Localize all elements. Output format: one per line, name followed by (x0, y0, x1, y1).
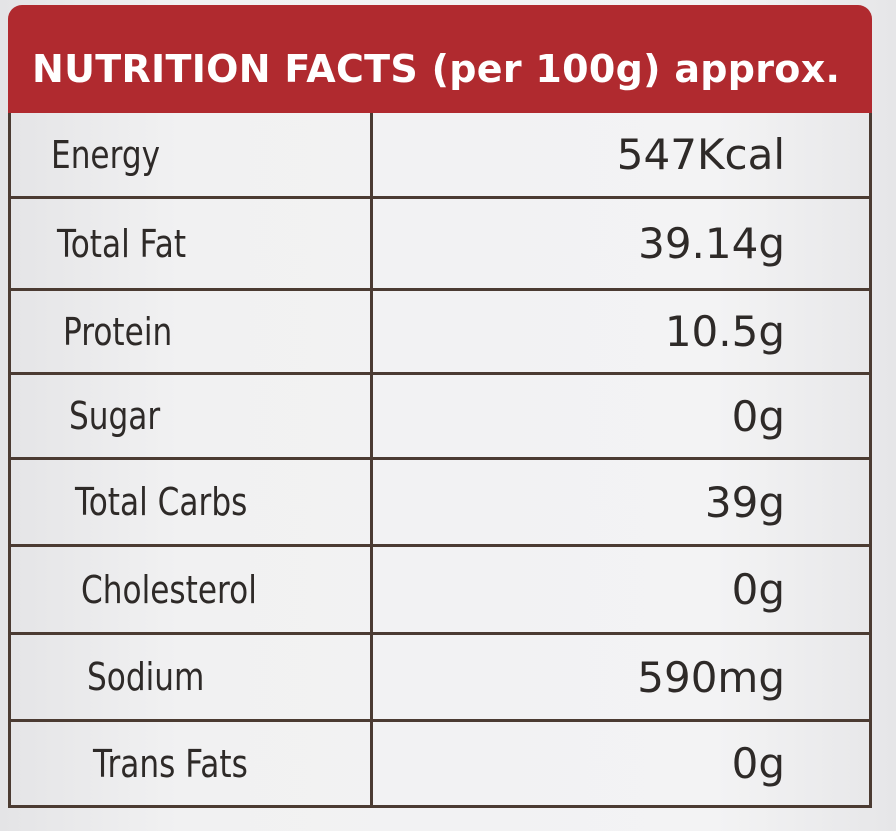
nutrition-table: Energy 547Kcal Total Fat 39.14g Protein 10.5g… (8, 113, 872, 808)
table-row: Energy 547Kcal (11, 113, 869, 199)
table-row: Sugar 0g (11, 375, 869, 460)
nutrient-name-cell: Total Carbs (11, 460, 373, 544)
nutrient-value: 39.14g (638, 219, 785, 268)
nutrient-name: Sugar (69, 394, 161, 438)
table-row: Trans Fats 0g (11, 722, 869, 808)
nutrient-name-cell: Cholesterol (11, 547, 373, 632)
nutrient-name-cell: Trans Fats (11, 722, 373, 805)
nutrient-name: Sodium (87, 655, 205, 699)
table-row: Cholesterol 0g (11, 547, 869, 635)
nutrient-value: 10.5g (664, 307, 785, 356)
table-row: Sodium 590mg (11, 635, 869, 722)
nutrient-name-cell: Energy (11, 113, 373, 196)
nutrient-name-cell: Protein (11, 291, 373, 372)
table-row: Total Fat 39.14g (11, 199, 869, 291)
nutrient-name-cell: Sodium (11, 635, 373, 719)
nutrient-value: 590mg (637, 652, 785, 702)
nutrient-name: Energy (51, 132, 161, 177)
nutrient-value: 547Kcal (616, 130, 785, 179)
nutrient-name: Cholesterol (81, 567, 257, 612)
table-row: Protein 10.5g (11, 291, 869, 375)
header: NUTRITION FACTS (per 100g) approx. (8, 5, 872, 113)
header-title: NUTRITION FACTS (per 100g) approx. (32, 47, 841, 91)
nutrient-name-cell: Total Fat (11, 199, 373, 288)
nutrient-value: 0g (731, 565, 785, 614)
nutrient-name: Protein (63, 309, 173, 354)
nutrient-value: 39g (704, 477, 785, 527)
nutrient-value: 0g (731, 391, 785, 441)
nutrient-name: Total Fat (57, 221, 187, 266)
nutrition-label: NUTRITION FACTS (per 100g) approx. Energ… (8, 5, 872, 808)
nutrient-name-cell: Sugar (11, 375, 373, 457)
nutrient-value: 0g (731, 739, 785, 788)
table-row: Total Carbs 39g (11, 460, 869, 547)
nutrient-name: Trans Fats (93, 741, 248, 786)
nutrient-name: Total Carbs (75, 480, 248, 524)
